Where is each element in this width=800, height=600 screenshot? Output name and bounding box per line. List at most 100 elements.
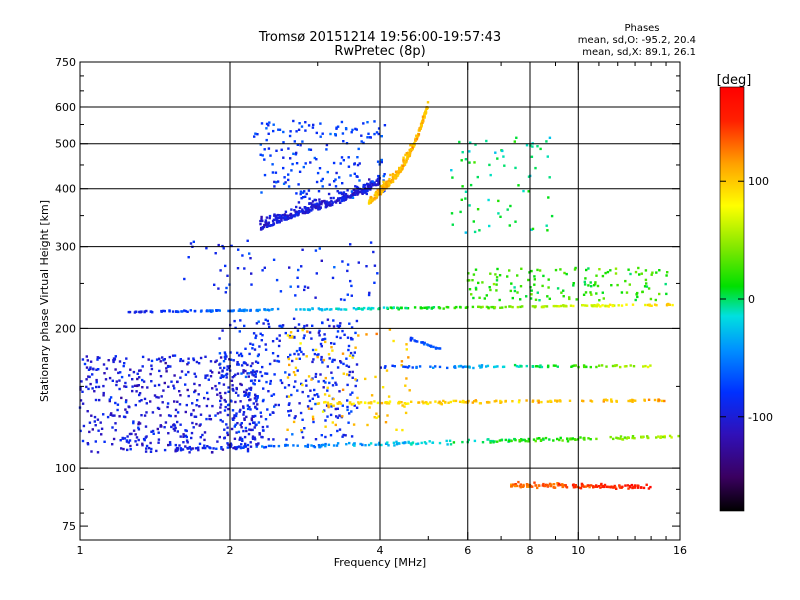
data-point — [336, 330, 340, 333]
data-point — [347, 348, 350, 352]
data-point — [316, 354, 319, 357]
data-point — [633, 437, 636, 440]
data-point — [471, 401, 474, 404]
data-point — [242, 429, 245, 433]
data-point — [82, 424, 86, 428]
data-point — [668, 303, 671, 306]
data-point — [116, 403, 120, 406]
data-point — [263, 446, 266, 449]
data-point — [461, 151, 464, 154]
data-point — [254, 395, 257, 398]
data-point — [216, 412, 220, 415]
data-point — [480, 365, 483, 369]
data-point — [356, 189, 360, 192]
data-point — [312, 418, 315, 421]
data-point — [518, 439, 521, 442]
data-point — [108, 398, 111, 401]
data-point — [641, 436, 644, 439]
data-point — [159, 360, 162, 363]
data-point — [497, 212, 500, 215]
data-point — [350, 294, 353, 297]
data-point — [504, 438, 507, 442]
data-point — [374, 375, 377, 379]
data-point — [167, 385, 170, 388]
data-point — [569, 304, 573, 307]
data-point — [368, 291, 371, 295]
data-point — [400, 364, 403, 367]
data-point — [131, 385, 134, 388]
data-point — [510, 282, 513, 285]
data-point — [609, 435, 612, 439]
data-point — [174, 408, 178, 412]
data-point — [644, 303, 647, 307]
data-point — [233, 319, 236, 323]
data-point — [517, 365, 520, 368]
data-point — [280, 381, 284, 385]
data-point — [306, 211, 309, 214]
data-point — [276, 213, 280, 217]
data-point — [331, 276, 335, 280]
data-point — [353, 404, 356, 407]
data-point — [544, 436, 548, 440]
data-point — [112, 360, 115, 364]
data-point — [238, 410, 241, 413]
data-point — [179, 394, 182, 397]
data-point — [318, 207, 321, 211]
data-point — [214, 384, 217, 388]
data-point — [421, 117, 425, 120]
data-point — [343, 308, 346, 311]
data-point — [666, 271, 669, 274]
data-point — [521, 485, 525, 488]
data-point — [300, 429, 303, 432]
data-point — [179, 435, 182, 438]
data-point — [236, 361, 239, 364]
data-point — [574, 266, 577, 270]
data-point — [277, 403, 280, 407]
data-point — [287, 214, 290, 217]
data-point — [539, 438, 543, 442]
data-point — [324, 442, 327, 446]
data-point — [351, 354, 355, 357]
data-point — [340, 308, 343, 311]
data-point — [307, 189, 311, 192]
data-point — [300, 197, 303, 200]
data-point — [552, 483, 556, 486]
data-point — [311, 415, 315, 418]
data-point — [327, 404, 330, 407]
data-point — [146, 386, 149, 389]
data-point — [339, 322, 342, 325]
data-point — [293, 335, 296, 339]
data-point — [391, 364, 394, 367]
data-point — [403, 163, 407, 166]
data-point — [385, 180, 388, 183]
data-point — [238, 330, 241, 333]
data-point — [367, 132, 370, 135]
data-point — [181, 448, 185, 451]
data-point — [474, 268, 478, 271]
data-point — [243, 324, 246, 328]
data-point — [404, 153, 407, 157]
data-point — [96, 418, 100, 421]
data-point — [114, 422, 117, 425]
data-point — [239, 319, 242, 322]
data-point — [527, 190, 530, 193]
data-point — [360, 307, 364, 311]
data-point — [353, 351, 356, 354]
data-point — [137, 426, 140, 429]
data-point — [376, 272, 379, 275]
data-point — [257, 421, 261, 424]
data-point — [149, 310, 152, 313]
data-point — [288, 373, 291, 376]
data-point — [524, 439, 527, 443]
data-point — [601, 304, 604, 307]
data-point — [496, 157, 499, 160]
data-point — [498, 274, 502, 277]
data-point — [266, 308, 270, 311]
data-point — [317, 395, 320, 398]
data-point — [217, 287, 220, 290]
data-point — [274, 403, 277, 407]
data-point — [284, 371, 287, 374]
data-point — [495, 289, 498, 292]
data-point — [249, 308, 252, 312]
data-point — [472, 296, 475, 300]
